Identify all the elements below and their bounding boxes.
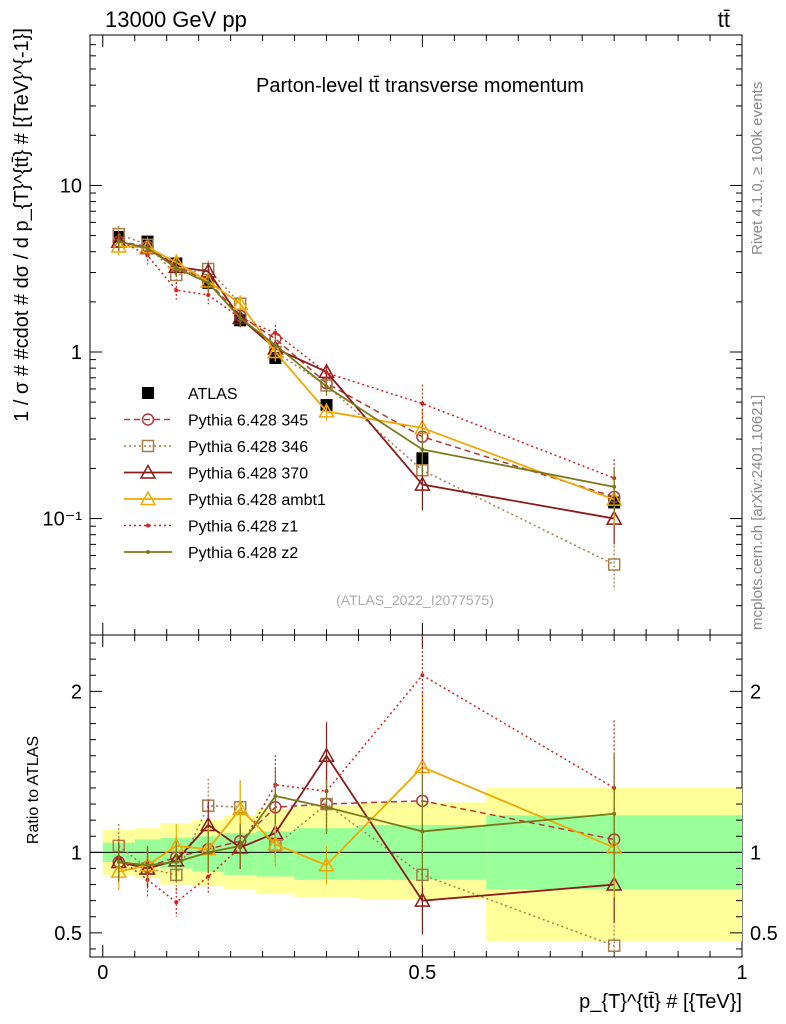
data-point	[110, 237, 128, 253]
legend-entry-pythia-6-428-345: Pythia 6.428 345	[124, 413, 308, 430]
data-point	[206, 280, 211, 285]
ratio-point	[174, 860, 179, 865]
ratio-point	[420, 673, 425, 678]
ratio-point	[267, 835, 284, 851]
legend-marker	[146, 523, 150, 528]
data-point	[174, 265, 179, 270]
main-ytick-label: 1	[71, 342, 82, 364]
ratio-ytick-label-right: 2	[750, 681, 761, 703]
legend-entry-pythia-6-428-z2: Pythia 6.428 z2	[124, 545, 298, 562]
ratio-point	[238, 843, 243, 848]
legend-marker	[139, 463, 157, 479]
data-point	[607, 558, 621, 571]
ratio-xtick-label: 0	[97, 962, 108, 984]
legend-entry-atlas: ATLAS	[142, 386, 238, 403]
ratio-ylabel: Ratio to ATLAS	[25, 736, 42, 844]
main-ytick-label: 10⁻¹	[43, 509, 83, 531]
ratio-point	[231, 800, 249, 816]
main-ylabel: 1 / σ # #cdot # dσ / d p_{T}^{tt̄} # [{T…	[11, 28, 33, 422]
legend-marker	[142, 387, 154, 399]
ratio-point	[324, 805, 329, 810]
ratio-series-pythia-6-428-z2	[116, 753, 617, 886]
data-point	[420, 447, 425, 452]
ratio-point	[116, 860, 121, 865]
header-left: 13000 GeV pp	[105, 7, 247, 32]
legend-label: Pythia 6.428 345	[188, 413, 308, 430]
data-point	[174, 288, 179, 293]
ratio-xlabel: p_{T}^{tt̄} # [{TeV}]	[579, 991, 742, 1013]
legend: ATLAS Pythia 6.428 345 Pythia 6.428 346 Pyt…	[124, 386, 326, 562]
ratio-point	[145, 863, 150, 868]
ratio-ytick-label-right: 1	[750, 842, 761, 864]
main-series	[110, 225, 623, 591]
legend-marker	[139, 490, 157, 506]
data-point	[324, 370, 329, 375]
legend-entry-pythia-6-428-z1: Pythia 6.428 z1	[124, 519, 298, 536]
legend-marker	[141, 413, 155, 426]
data-point	[273, 331, 278, 336]
mcplots-label: mcplots.cern.ch [arXiv:2401.10621]	[749, 395, 766, 630]
legend-marker	[141, 439, 155, 453]
series-line-pythia-6-428-345	[118, 240, 615, 498]
ratio-ticks: 0.5 0.51 12 20 0.5 1	[54, 635, 778, 984]
data-point	[238, 315, 243, 320]
ratio-series	[110, 635, 623, 957]
ratio-point	[607, 939, 621, 952]
header-right: tt̄	[718, 7, 730, 32]
legend-label: Pythia 6.428 z1	[188, 519, 298, 536]
ratio-panel: 0.5 0.51 12 20 0.5 1 Ratio to ATLAS p_{T}^{tt…	[25, 634, 778, 1013]
data-point	[420, 401, 425, 406]
data-point	[206, 292, 211, 297]
ratio-point	[318, 856, 335, 872]
ratio-line-pythia-6-428-346	[118, 803, 615, 947]
legend-label: Pythia 6.428 ambt1	[188, 492, 326, 509]
ratio-point	[206, 850, 211, 855]
ratio-point	[612, 811, 617, 816]
ratio-xtick-label: 0.5	[408, 962, 436, 984]
legend-entry-pythia-6-428-346: Pythia 6.428 346	[124, 439, 308, 456]
ratio-point	[318, 747, 335, 762]
legend-label: Pythia 6.428 346	[188, 439, 308, 456]
ratio-point	[206, 874, 211, 879]
data-point	[273, 343, 278, 348]
legend-label: ATLAS	[188, 386, 238, 403]
rivet-label: Rivet 4.1.0, ≥ 100k events	[749, 82, 766, 255]
legend-entry-pythia-6-428-ambt1: Pythia 6.428 ambt1	[124, 490, 326, 509]
data-point	[414, 476, 431, 491]
legend-entry-pythia-6-428-370: Pythia 6.428 370	[124, 463, 308, 483]
main-panel: 10⁻¹ 1 10 Parton-level tt̄ transverse mome…	[11, 28, 743, 636]
ratio-xtick-label: 1	[736, 962, 747, 984]
ratio-point	[273, 794, 278, 798]
ratio-point	[174, 900, 179, 905]
data-point	[612, 484, 617, 489]
main-ticks: 10⁻¹ 1 10	[43, 34, 743, 636]
series-line-pythia-6-428-ambt1	[118, 245, 615, 501]
main-ytick-label: 10	[60, 175, 82, 197]
data-point	[116, 239, 121, 244]
ratio-ytick-label-right: 0.5	[750, 923, 778, 945]
data-point	[145, 246, 150, 251]
data-point	[231, 295, 249, 310]
data-point	[267, 343, 284, 359]
series-pythia-6-428-z2	[116, 233, 617, 513]
legend-label: Pythia 6.428 370	[188, 466, 308, 483]
series-pythia-6-428-346	[112, 225, 621, 591]
data-point	[324, 384, 329, 389]
ratio-bands	[90, 787, 742, 941]
main-title: Parton-level tt̄ transverse momentum	[256, 75, 584, 97]
ratio-ytick-label-left: 0.5	[54, 923, 82, 945]
legend-marker	[146, 550, 150, 554]
data-point	[318, 402, 335, 418]
ratio-point	[414, 892, 431, 907]
ratio-ytick-label-left: 2	[71, 681, 82, 703]
ratio-point	[420, 829, 425, 834]
analysis-label: (ATLAS_2022_I2077575)	[336, 592, 494, 608]
ratio-ytick-label-left: 1	[71, 842, 82, 864]
legend-label: Pythia 6.428 z2	[188, 545, 298, 562]
